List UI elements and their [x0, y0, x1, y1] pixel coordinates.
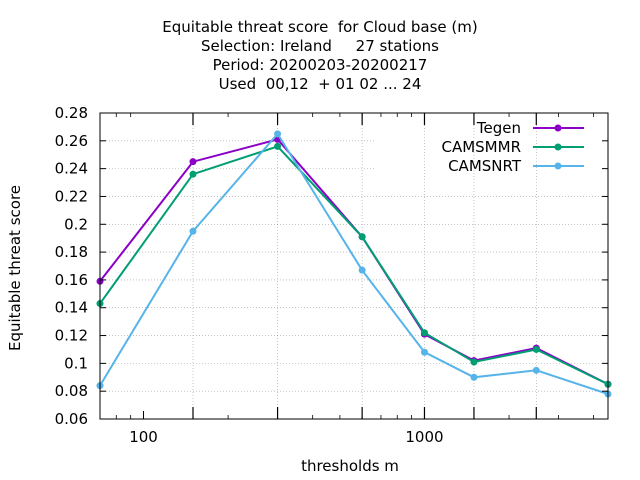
- plot-border: [99, 112, 609, 420]
- data-point-camsmmr: [189, 170, 197, 178]
- y-tick-label: 0.1: [64, 354, 88, 372]
- data-point-camsmmr: [470, 358, 478, 366]
- y-tick-label: 0.26: [55, 132, 88, 150]
- data-point-camsmmr: [274, 142, 282, 150]
- data-point-camsmmr: [358, 233, 366, 241]
- data-point-camsnrt: [189, 227, 197, 235]
- chart-title-line-2: Selection: Ireland 27 stations: [201, 37, 439, 55]
- y-tick-label: 0.16: [55, 271, 88, 289]
- data-point-camsnrt: [532, 366, 540, 374]
- series-line-tegen: [99, 138, 609, 386]
- y-tick-label: 0.14: [55, 299, 88, 317]
- data-point-tegen: [189, 158, 197, 166]
- y-tick-label: 0.2: [64, 215, 88, 233]
- data-point-camsnrt: [274, 130, 282, 138]
- data-point-camsnrt: [358, 266, 366, 274]
- legend-label: CAMSNRT: [448, 157, 522, 175]
- chart-title-line-1: Equitable threat score for Cloud base (m…: [162, 18, 478, 36]
- legend-label: CAMSMMR: [441, 138, 521, 156]
- series-line-camsnrt: [99, 132, 609, 395]
- x-tick-label: 100: [129, 428, 158, 446]
- y-tick-label: 0.06: [55, 410, 88, 428]
- data-point-camsmmr: [532, 345, 540, 353]
- data-point-camsmmr: [420, 329, 428, 337]
- y-tick-label: 0.18: [55, 243, 88, 261]
- data-point-camsnrt: [420, 348, 428, 356]
- grid: [100, 113, 608, 419]
- y-tick-label: 0.28: [55, 104, 88, 122]
- x-axis-label: thresholds m: [301, 457, 399, 475]
- y-tick-label: 0.12: [55, 327, 88, 345]
- y-tick-label: 0.22: [55, 187, 88, 205]
- chart-title-line-4: Used 00,12 + 01 02 ... 24: [218, 75, 422, 93]
- series-lines: [96, 130, 612, 398]
- data-point-camsnrt: [470, 373, 478, 381]
- y-axis-label: Equitable threat score: [6, 185, 24, 351]
- axis-ticks: 0.06 0.08 0.1 0.12 0.14 0.16 0.18 0.2 0.22 0.24 0.…: [55, 104, 608, 446]
- x-tick-label: 1000: [405, 428, 443, 446]
- legend-swatch-marker: [554, 124, 562, 132]
- legend-swatch-marker: [554, 143, 562, 151]
- chart-title-line-3: Period: 20200203-20200217: [212, 56, 428, 74]
- y-tick-label: 0.24: [55, 160, 88, 178]
- legend-label: Tegen: [476, 119, 521, 137]
- y-tick-label: 0.08: [55, 382, 88, 400]
- series-line-camsmmr: [99, 145, 609, 386]
- legend-swatch-marker: [554, 162, 562, 170]
